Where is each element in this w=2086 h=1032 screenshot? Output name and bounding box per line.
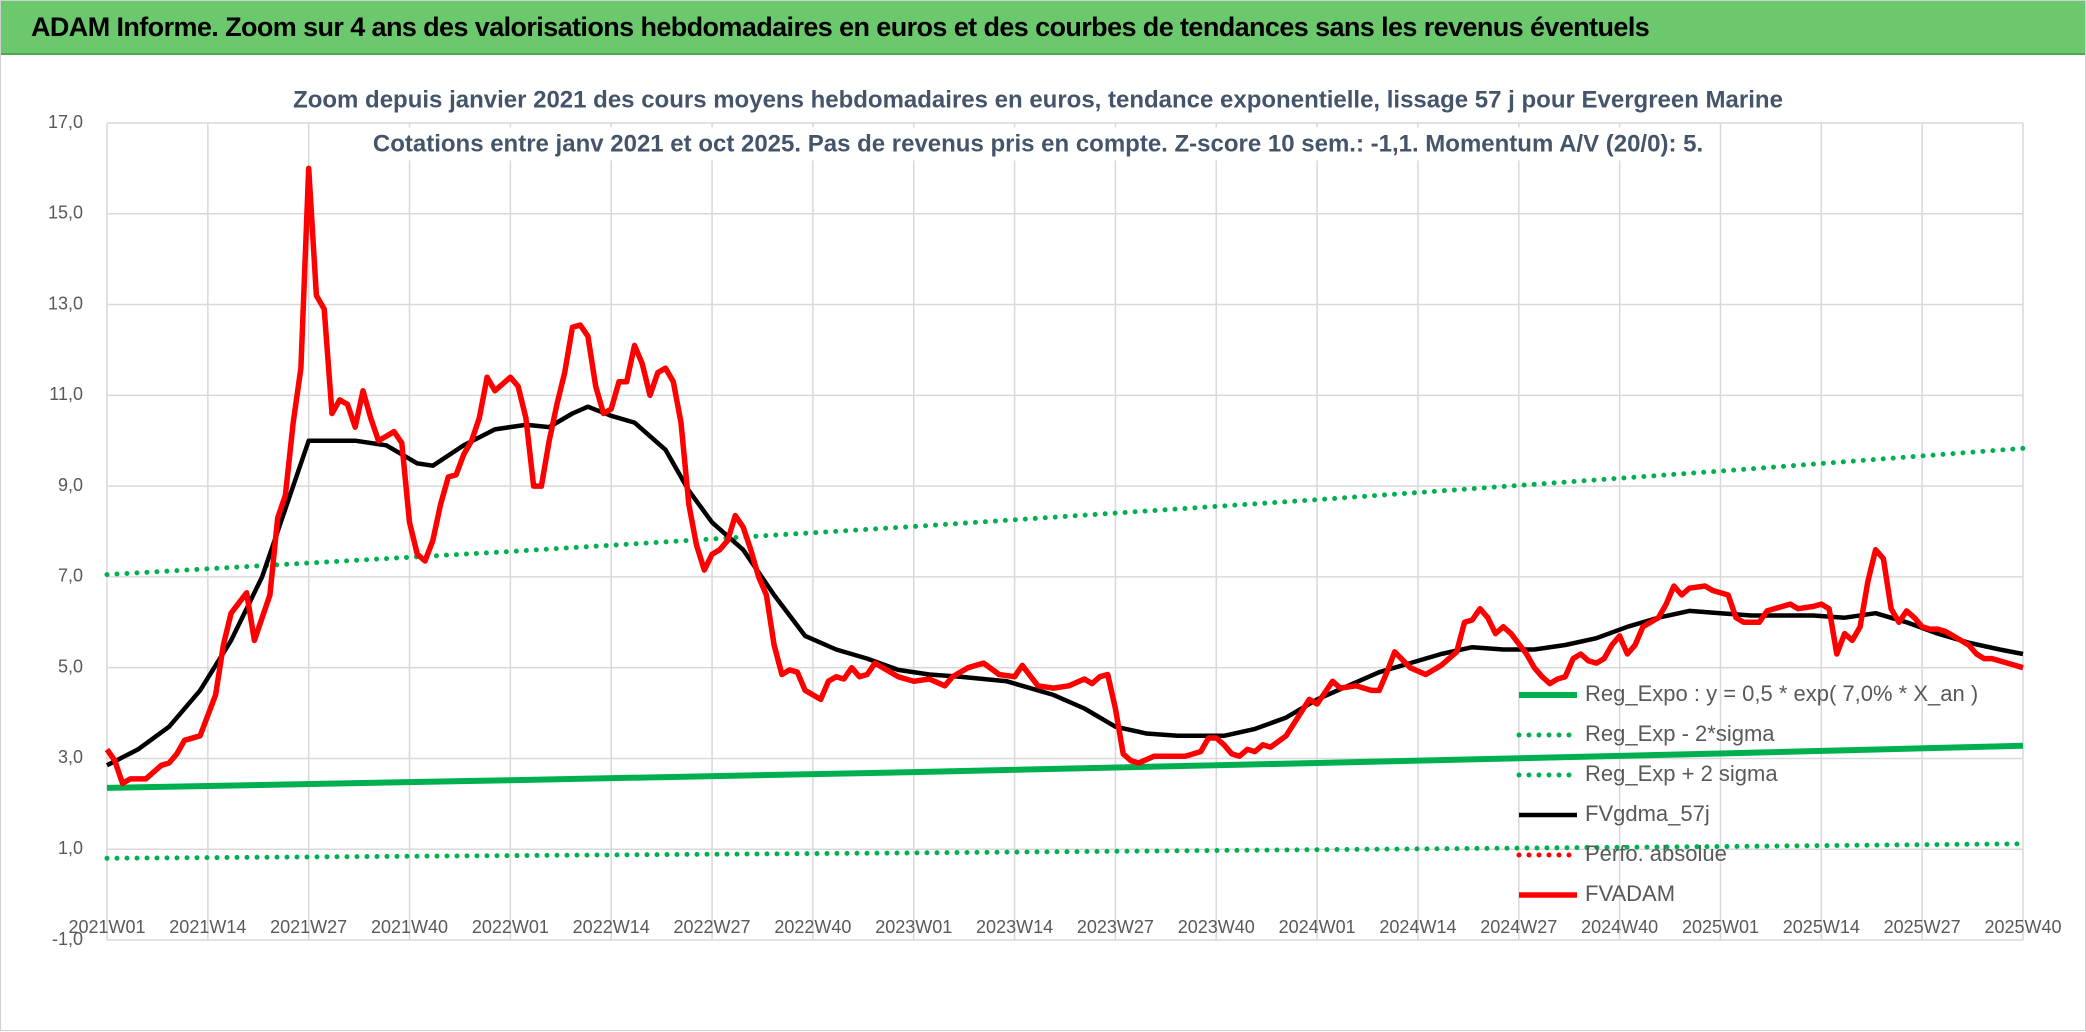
series-line <box>105 404 2024 768</box>
chart-subtitle: Cotations entre janv 2021 et oct 2025. P… <box>373 130 1703 157</box>
legend-label: Reg_Expo : y = 0,5 * exp( 7,0% * X_an ) <box>1585 681 1978 706</box>
x-tick-label: 2024W01 <box>1279 917 1356 937</box>
x-tick-label: 2021W01 <box>68 917 145 937</box>
x-tick-label: 2021W14 <box>169 917 246 937</box>
x-tick-label: 2023W14 <box>976 917 1053 937</box>
header-title: ADAM Informe. Zoom sur 4 ans des valoris… <box>31 12 1650 42</box>
title-background <box>287 83 1789 117</box>
x-tick-label: 2022W27 <box>674 917 751 937</box>
y-tick-label: 13,0 <box>48 293 83 313</box>
x-tick-label: 2024W40 <box>1581 917 1658 937</box>
x-tick-label: 2025W40 <box>1984 917 2061 937</box>
x-tick-label: 2025W14 <box>1783 917 1860 937</box>
series-line <box>104 445 2026 578</box>
x-tick-label: 2025W27 <box>1884 917 1961 937</box>
series-line <box>104 841 2026 861</box>
y-tick-label: 7,0 <box>58 566 83 586</box>
x-tick-label: 2023W40 <box>1178 917 1255 937</box>
x-tick-label: 2024W14 <box>1379 917 1456 937</box>
header: ADAM Informe. Zoom sur 4 ans des valoris… <box>1 1 2085 55</box>
x-tick-label: 2024W27 <box>1480 917 1557 937</box>
x-tick-label: 2021W27 <box>270 917 347 937</box>
x-tick-label: 2023W01 <box>875 917 952 937</box>
x-tick-label: 2023W27 <box>1077 917 1154 937</box>
x-tick-label: 2022W14 <box>573 917 650 937</box>
y-tick-label: 9,0 <box>58 475 83 495</box>
legend-label: FVgdma_57j <box>1585 801 1710 826</box>
series-line <box>106 742 2024 791</box>
y-tick-label: -1,0 <box>52 929 83 949</box>
title-background <box>366 127 1710 161</box>
y-tick-label: 3,0 <box>58 747 83 767</box>
y-tick-label: 11,0 <box>49 384 83 404</box>
legend-label: Reg_Exp + 2 sigma <box>1585 761 1778 786</box>
series-line <box>104 165 2024 787</box>
x-tick-label: 2022W01 <box>472 917 549 937</box>
x-tick-label: 2022W40 <box>774 917 851 937</box>
y-tick-label: 17,0 <box>48 112 83 132</box>
chart-title: Zoom depuis janvier 2021 des cours moyen… <box>293 86 1783 113</box>
legend-label: Perfo. absolue <box>1585 841 1727 866</box>
legend-label: FVADAM <box>1585 881 1675 906</box>
legend-label: Reg_Exp - 2*sigma <box>1585 721 1775 746</box>
x-tick-label: 2025W01 <box>1682 917 1759 937</box>
y-tick-label: 15,0 <box>48 203 83 223</box>
y-tick-label: 1,0 <box>58 838 83 858</box>
y-tick-label: 5,0 <box>58 656 83 676</box>
x-tick-label: 2021W40 <box>371 917 448 937</box>
